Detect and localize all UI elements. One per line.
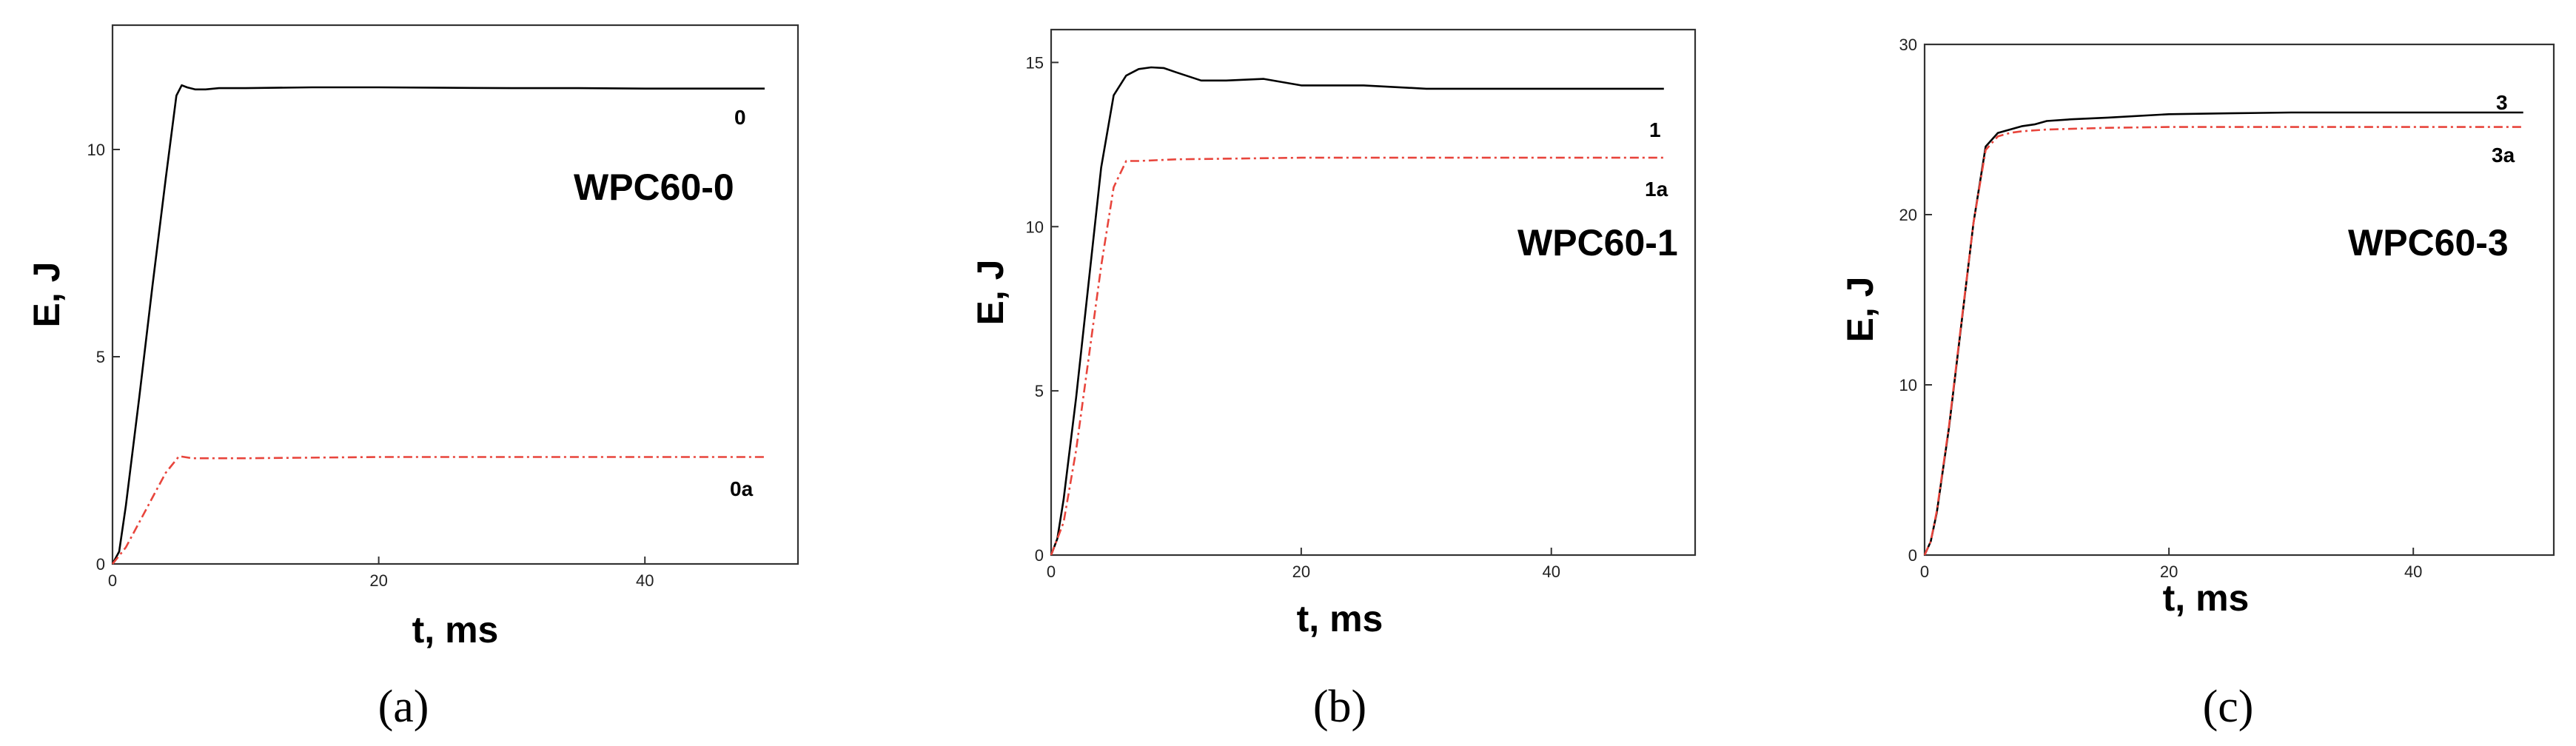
series-label-0: 0	[734, 106, 746, 129]
y-tick-label: 15	[1026, 53, 1044, 72]
y-tick-label: 0	[1908, 546, 1917, 565]
y-tick-label: 0	[96, 555, 105, 574]
x-tick-label: 40	[636, 571, 654, 590]
x-tick-label: 0	[1047, 562, 1056, 581]
x-tick-label: 0	[1920, 562, 1929, 581]
series-line-3a	[1923, 126, 2523, 556]
y-tick-label: 10	[1899, 376, 1917, 394]
chart-panel-b: 0 20 40 0 5 10 15 WPC60-1 1 1a t, ms E, J (b)	[970, 28, 1697, 732]
series-line-3	[1923, 111, 2523, 556]
panel-caption: (c)	[2203, 682, 2254, 732]
y-axis-title: E, J	[1839, 277, 1881, 343]
chart-panel-a: 0 20 40 0 5 10 WPC60-0 0 0a t, ms E, J (a)	[26, 24, 799, 732]
series-line-1	[1050, 66, 1664, 556]
series-line-1a	[1050, 156, 1664, 556]
x-tick-label: 40	[1542, 562, 1560, 581]
y-tick-label: 10	[87, 141, 105, 159]
y-tick-label: 10	[1026, 218, 1044, 236]
series-line-0	[111, 84, 765, 565]
chart-panel-c: 0 20 40 0 10 20 30 WPC60-3 3 3a t, ms E, J (c)	[1839, 36, 2555, 732]
plot-frame	[1923, 43, 2555, 557]
x-tick-label: 20	[2160, 562, 2178, 581]
panel-caption: (a)	[378, 682, 429, 732]
y-tick-label: 5	[96, 348, 105, 366]
y-axis-title: E, J	[970, 260, 1011, 326]
x-tick-label: 0	[108, 571, 117, 590]
series-label-3a: 3a	[2492, 144, 2515, 167]
x-axis-title: t, ms	[1297, 598, 1383, 639]
series-label-0a: 0a	[730, 477, 754, 500]
y-tick-label: 5	[1035, 382, 1044, 400]
plot-frame	[1050, 28, 1697, 557]
x-tick-label: 40	[2404, 562, 2422, 581]
series-line-0a	[111, 455, 765, 565]
plot-frame	[111, 24, 799, 565]
panel-title: WPC60-1	[1517, 222, 1678, 263]
x-axis-title: t, ms	[2163, 577, 2250, 619]
y-tick-label: 0	[1035, 546, 1044, 565]
y-tick-label: 20	[1899, 206, 1917, 224]
panel-caption: (b)	[1313, 682, 1366, 732]
x-tick-label: 20	[1292, 562, 1310, 581]
series-label-1: 1	[1649, 118, 1661, 141]
panel-title: WPC60-0	[574, 167, 734, 208]
y-axis-title: E, J	[26, 262, 67, 328]
y-tick-label: 30	[1899, 36, 1917, 54]
series-label-3: 3	[2496, 91, 2508, 114]
series-label-1a: 1a	[1645, 178, 1668, 201]
x-axis-title: t, ms	[412, 609, 499, 651]
x-tick-label: 20	[369, 571, 387, 590]
panel-title: WPC60-3	[2348, 222, 2509, 263]
